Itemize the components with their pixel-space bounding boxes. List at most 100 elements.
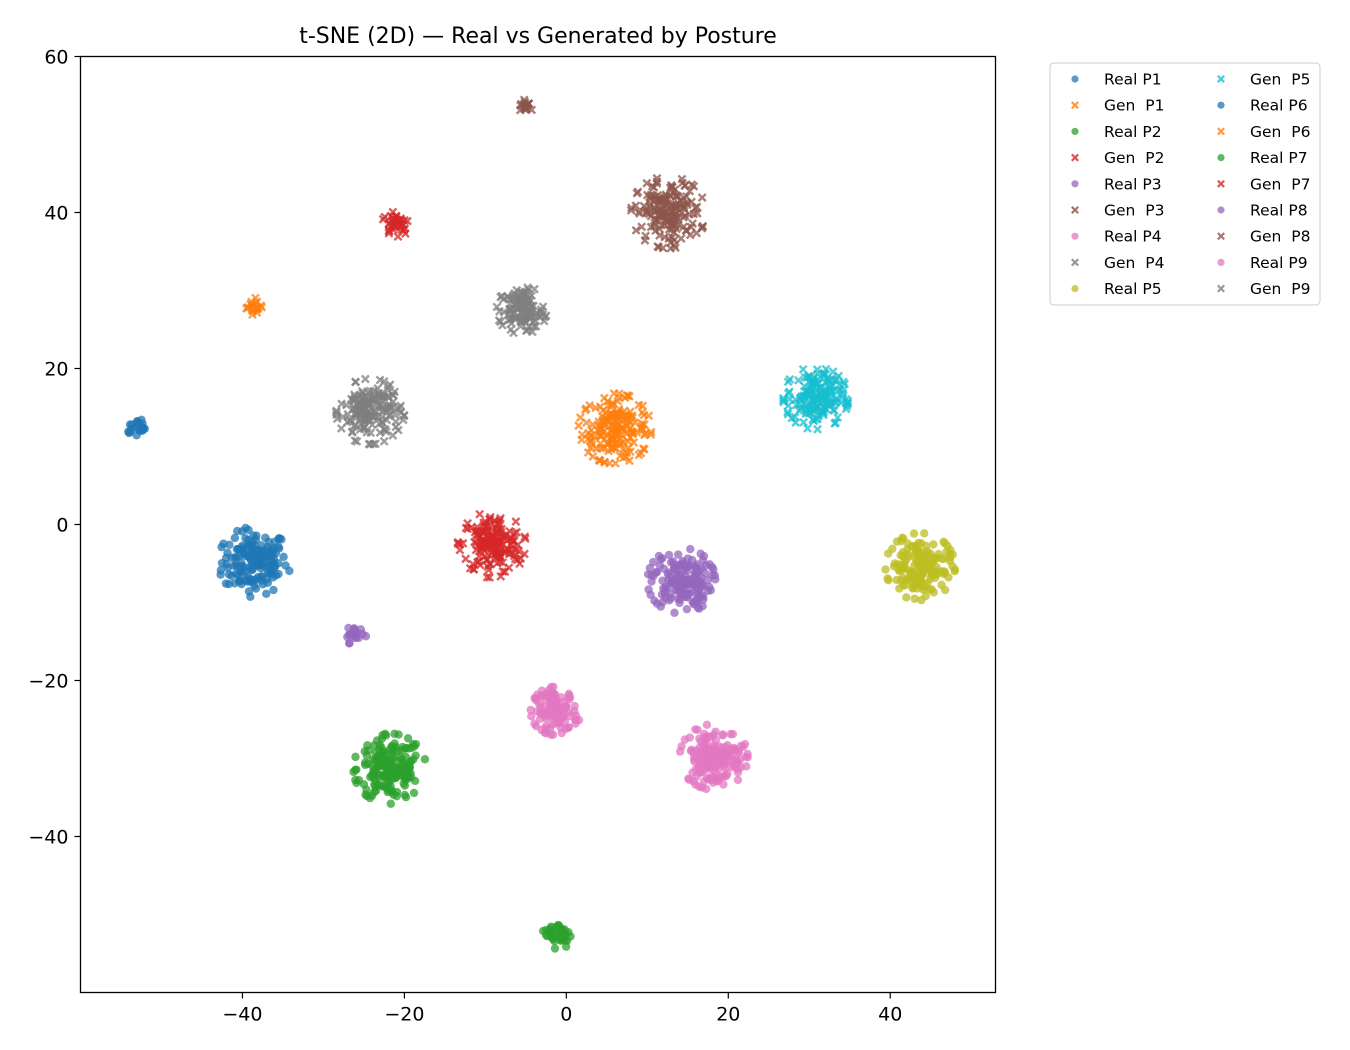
- point: [577, 430, 587, 440]
- point: [384, 226, 394, 236]
- x-axis: −40 −20 0 20 40: [222, 992, 902, 1026]
- point: [635, 208, 645, 218]
- point: [364, 397, 374, 407]
- point: [669, 240, 679, 250]
- point: [406, 773, 416, 782]
- point: [384, 228, 394, 238]
- point: [390, 739, 399, 748]
- point: [691, 780, 700, 789]
- point: [233, 562, 242, 571]
- point: [399, 225, 409, 235]
- point: [670, 608, 679, 617]
- point: [470, 537, 479, 547]
- point: [625, 447, 635, 457]
- point: [517, 315, 526, 325]
- point: [639, 410, 649, 420]
- point: [526, 705, 535, 715]
- legend-frame: [1049, 62, 1321, 306]
- legend-label: Gen P1: [1104, 97, 1164, 115]
- legend-label: Gen P6: [1250, 123, 1310, 141]
- legend-label: Gen P9: [1250, 280, 1310, 298]
- point: [658, 243, 668, 253]
- point: [715, 742, 725, 751]
- point: [927, 565, 937, 574]
- point: [492, 558, 502, 568]
- point: [485, 559, 494, 569]
- point: [512, 304, 521, 314]
- point: [263, 542, 272, 552]
- point: [711, 735, 721, 745]
- point: [904, 566, 914, 575]
- point: [388, 762, 397, 772]
- point: [919, 583, 929, 592]
- point: [817, 406, 827, 416]
- point: [374, 781, 383, 790]
- point: [682, 604, 692, 614]
- point: [704, 774, 713, 784]
- point: [363, 759, 373, 769]
- point: [778, 395, 788, 405]
- point: [832, 386, 842, 396]
- point: [233, 526, 242, 536]
- point: [702, 720, 712, 730]
- point: [631, 225, 641, 235]
- series-real-p7: [538, 920, 575, 953]
- series-real-p9: [675, 720, 752, 794]
- legend-label: Gen P2: [1104, 149, 1164, 167]
- point: [399, 411, 409, 421]
- point: [510, 554, 520, 564]
- point: [364, 746, 373, 755]
- point: [627, 428, 637, 438]
- x-tick-label: −40: [222, 1004, 262, 1026]
- point: [689, 181, 699, 191]
- legend-label: Real P8: [1250, 202, 1308, 220]
- point: [409, 788, 419, 798]
- point: [586, 443, 596, 452]
- point: [248, 577, 257, 586]
- point: [896, 561, 905, 570]
- point: [375, 400, 385, 410]
- point: [374, 761, 383, 771]
- point: [378, 730, 387, 740]
- point: [388, 430, 398, 440]
- point: [595, 425, 605, 435]
- point: [738, 742, 748, 751]
- legend-label: Gen P8: [1250, 228, 1310, 246]
- point: [596, 443, 606, 453]
- point: [669, 227, 679, 237]
- point: [269, 554, 279, 564]
- point: [689, 599, 699, 609]
- point: [509, 328, 518, 338]
- legend-marker: [1217, 179, 1225, 188]
- point: [605, 458, 615, 468]
- point: [667, 182, 677, 192]
- point: [698, 556, 708, 565]
- point: [250, 304, 260, 314]
- point: [350, 436, 360, 446]
- legend-label: Real P6: [1250, 97, 1308, 115]
- legend-label: Gen P4: [1104, 254, 1164, 272]
- point: [494, 306, 504, 316]
- point: [800, 392, 810, 401]
- point: [513, 540, 523, 550]
- point: [221, 553, 231, 563]
- legend-marker: [1217, 154, 1225, 162]
- point: [388, 390, 398, 400]
- point: [680, 181, 690, 191]
- point: [359, 423, 369, 433]
- legend-marker: [1217, 284, 1225, 293]
- series-real-p2: [349, 729, 430, 808]
- point: [710, 571, 720, 580]
- point: [336, 423, 346, 433]
- point: [640, 429, 650, 439]
- point: [131, 422, 140, 432]
- point: [521, 104, 531, 114]
- point: [561, 702, 571, 711]
- point: [269, 585, 278, 595]
- point: [354, 775, 363, 785]
- series-real-p8: [343, 623, 371, 648]
- point: [903, 545, 912, 554]
- point: [946, 545, 955, 555]
- point: [230, 533, 240, 543]
- point: [493, 520, 503, 530]
